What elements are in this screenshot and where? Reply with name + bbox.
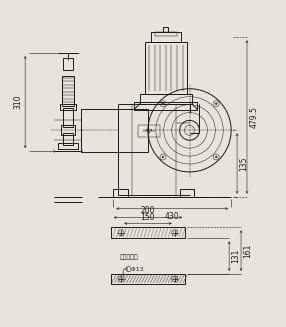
Circle shape	[162, 156, 164, 158]
Text: 200: 200	[141, 206, 155, 215]
Text: 135: 135	[239, 156, 248, 171]
Text: 4～Φ13: 4～Φ13	[123, 266, 144, 272]
Bar	[145, 42, 186, 94]
Bar	[81, 109, 148, 152]
Bar	[111, 227, 185, 238]
Bar	[63, 58, 73, 70]
Text: 131: 131	[231, 249, 240, 263]
Text: 310: 310	[13, 95, 22, 109]
Bar	[151, 32, 181, 42]
Text: 机底尺十图: 机底尺十图	[120, 254, 139, 260]
Bar	[180, 189, 194, 197]
Bar	[111, 274, 185, 284]
Bar	[113, 189, 128, 197]
Circle shape	[215, 156, 217, 158]
Bar	[63, 108, 73, 127]
Bar	[60, 104, 76, 110]
Text: 150: 150	[141, 214, 155, 222]
Bar	[61, 125, 75, 135]
Circle shape	[162, 103, 164, 105]
Bar	[138, 125, 160, 137]
Text: 430: 430	[165, 212, 180, 220]
Bar	[62, 76, 74, 106]
Text: 161: 161	[243, 244, 252, 258]
Bar	[163, 27, 168, 32]
Bar	[140, 94, 192, 104]
Bar	[155, 32, 177, 36]
Circle shape	[215, 103, 217, 105]
Bar	[63, 133, 73, 145]
Bar	[58, 143, 78, 149]
Text: 479.5: 479.5	[250, 106, 259, 128]
Bar	[134, 102, 197, 110]
